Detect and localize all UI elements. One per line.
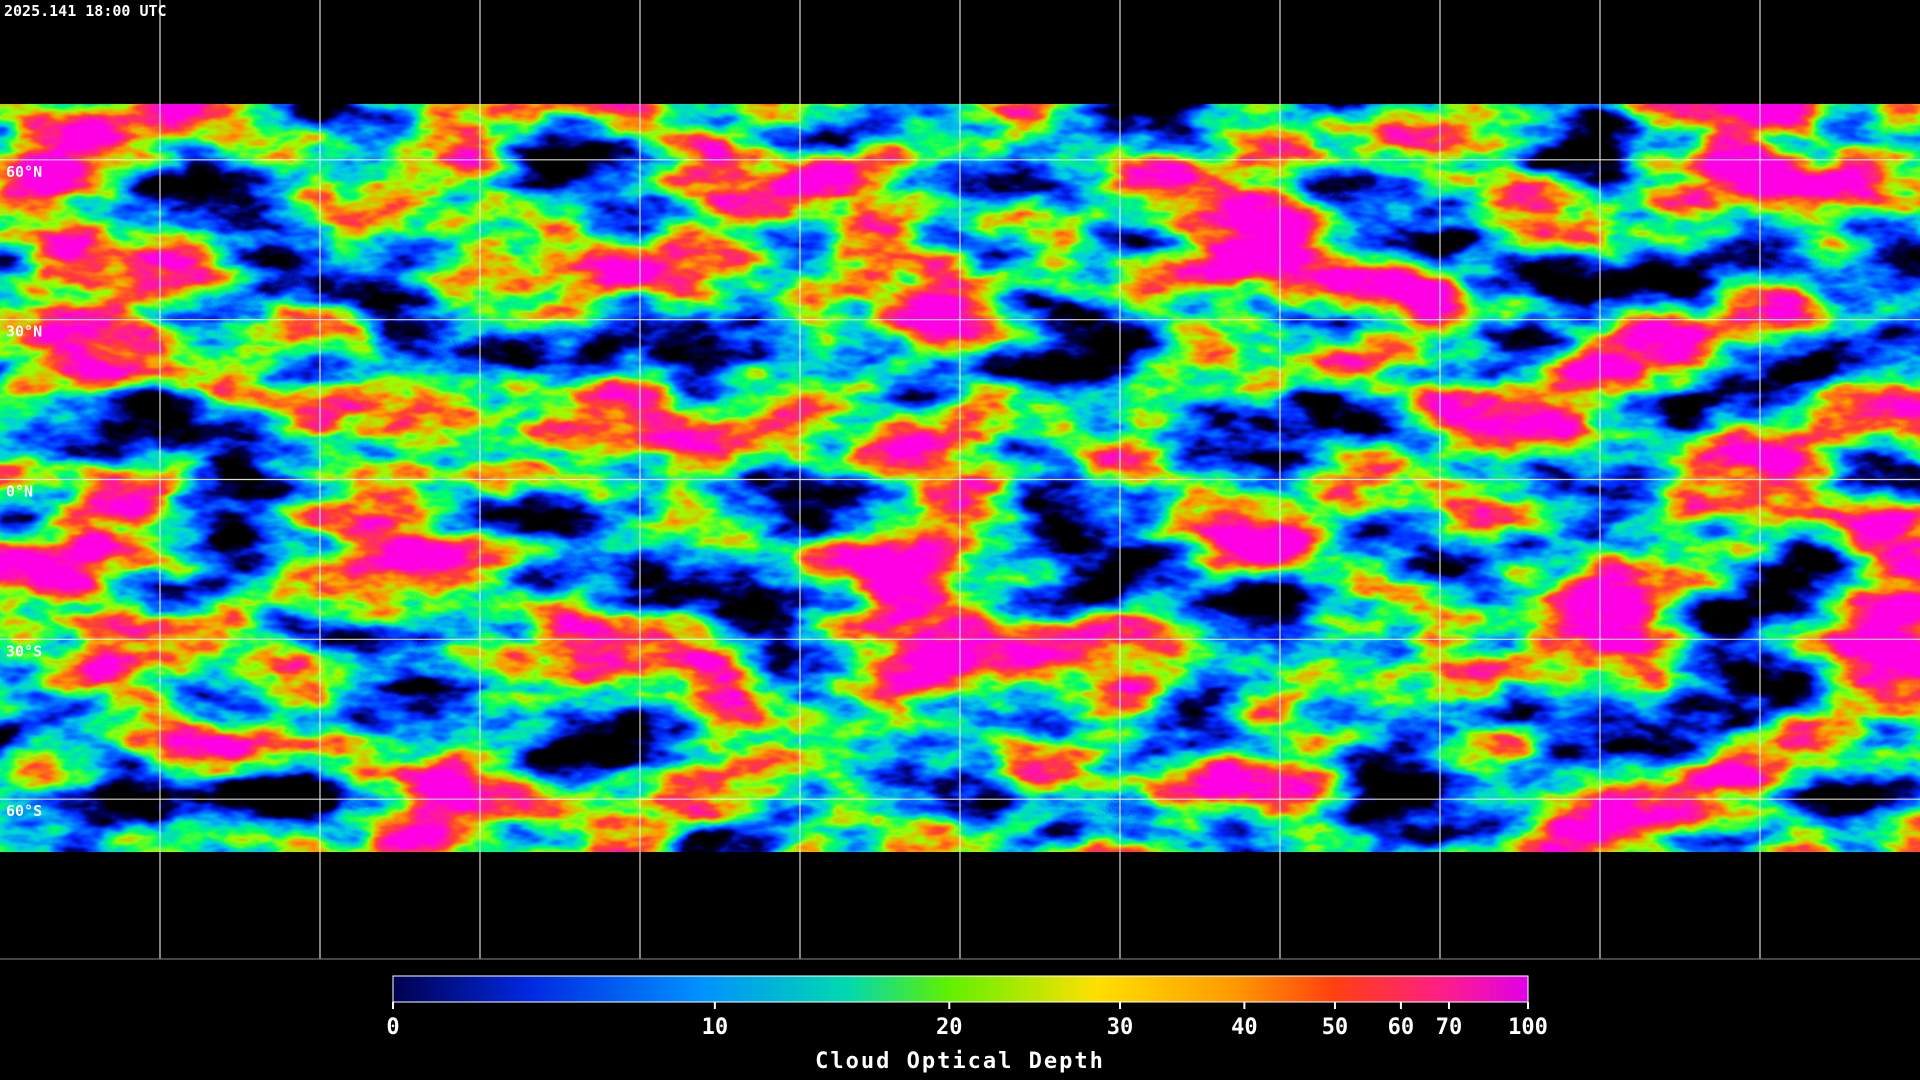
colorbar (392, 975, 1529, 1003)
latitude-label: 60°S (6, 802, 42, 820)
colorbar-tick-label: 50 (1322, 1015, 1349, 1040)
latitude-label: 30°S (6, 642, 42, 660)
latitude-label: 30°N (6, 323, 42, 341)
colorbar-tick-label: 30 (1107, 1015, 1134, 1040)
graticule (0, 0, 1920, 959)
latitude-label: 0°N (6, 483, 33, 501)
colorbar-tick-label: 40 (1231, 1015, 1258, 1040)
colorbar-tick-label: 0 (386, 1015, 399, 1040)
colorbar-tick-label: 60 (1388, 1015, 1415, 1040)
latitude-label: 60°N (6, 163, 42, 181)
colorbar-tick-label: 20 (936, 1015, 963, 1040)
timestamp: 2025.141 18:00 UTC (4, 2, 167, 20)
colorbar-tick-label: 100 (1508, 1015, 1548, 1040)
colorbar-tick-label: 10 (702, 1015, 729, 1040)
colorbar-tick-label: 70 (1436, 1015, 1463, 1040)
colorbar-title: Cloud Optical Depth (815, 1049, 1105, 1074)
